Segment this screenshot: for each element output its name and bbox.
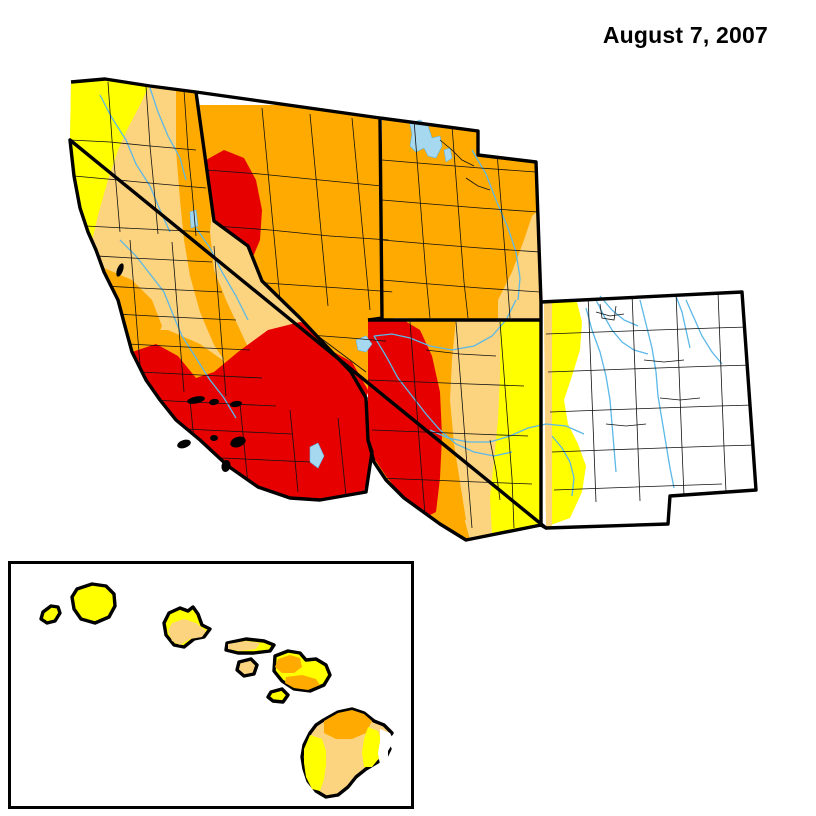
state-arizona — [368, 320, 541, 540]
state-new-mexico — [544, 292, 756, 528]
hawaii-islands — [39, 582, 394, 799]
new-mexico-border — [540, 290, 758, 530]
water-bodies — [189, 119, 453, 469]
county-borders — [70, 81, 756, 529]
maui-d2-zone — [275, 655, 302, 673]
hawaii-inset-map — [8, 561, 414, 809]
hawaii-d2-zone — [324, 710, 372, 739]
molokai-d1-zone — [228, 641, 260, 651]
oahu-d1-zone — [168, 619, 206, 645]
hawaii-none-zone — [378, 729, 394, 765]
map-date-title: August 7, 2007 — [602, 22, 768, 48]
mainland-drought-map — [68, 77, 758, 542]
lake-mead — [355, 335, 373, 353]
hawaii-d0-east-zone — [362, 727, 382, 767]
island-kahoolawe — [266, 687, 290, 704]
utah-lake — [443, 147, 453, 163]
island-kauai — [70, 582, 117, 625]
salton-sea — [309, 442, 325, 469]
state-borders — [68, 77, 758, 542]
california-nevada-border — [194, 91, 370, 441]
southern-coastal-border — [68, 138, 548, 542]
hawaii-d0-west-zone — [304, 735, 326, 791]
rivers — [99, 87, 723, 497]
channel-islands — [116, 263, 246, 472]
island-niihau — [39, 604, 62, 625]
maui-leeward-d2-zone — [285, 675, 320, 690]
state-utah — [382, 118, 541, 320]
island-lanai — [235, 657, 259, 678]
